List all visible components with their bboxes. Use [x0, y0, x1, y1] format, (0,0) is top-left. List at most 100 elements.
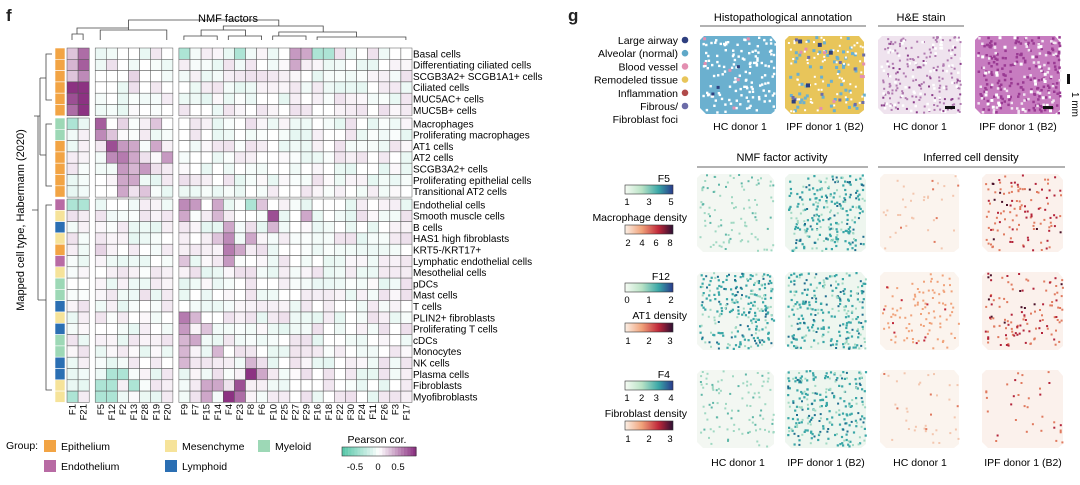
tissue-spot	[739, 341, 742, 344]
tissue-spot	[987, 298, 990, 301]
tissue-spot	[939, 47, 942, 50]
tissue-spot	[725, 185, 727, 188]
tissue-spot	[811, 433, 814, 436]
tissue-spot	[833, 275, 836, 278]
tissue-spot	[718, 392, 721, 395]
tissue-spot	[851, 241, 854, 244]
heatmap-cell	[128, 117, 140, 130]
tissue-spot	[804, 109, 807, 112]
tissue-spot	[848, 241, 851, 244]
heatmap-cell	[200, 129, 213, 141]
tissue-spot	[844, 240, 847, 243]
heatmap-cell	[161, 334, 174, 347]
tissue-spot	[716, 341, 719, 344]
heatmap-cell	[345, 390, 357, 403]
tissue-spot	[939, 84, 942, 87]
factor-colorbar	[624, 282, 674, 293]
tissue-spot	[800, 314, 803, 317]
tissue-spot	[1039, 387, 1041, 390]
heatmap-cell	[267, 162, 280, 175]
heatmap-cell	[223, 151, 235, 164]
tissue-spot	[838, 61, 842, 64]
tissue-spot	[836, 296, 839, 299]
tissue-spot	[999, 96, 1003, 99]
tissue-spot	[833, 396, 836, 399]
tissue-spot	[984, 93, 988, 97]
heatmap-cell	[334, 368, 346, 381]
heatmap-cell	[150, 390, 163, 403]
tissue-spot	[904, 86, 907, 89]
tissue-spot	[791, 96, 795, 99]
heatmap-cell	[245, 345, 257, 358]
tissue-spot	[938, 301, 941, 304]
heatmap-cell	[150, 117, 163, 130]
tissue-spot	[803, 220, 806, 223]
heatmap-cell	[278, 356, 291, 369]
tissue-spot	[795, 405, 799, 408]
tissue-spot	[832, 109, 836, 113]
heatmap-cell	[161, 277, 174, 290]
tissue-spot	[809, 370, 812, 373]
tissue-spot	[936, 36, 939, 39]
heatmap-cell	[311, 356, 324, 369]
tissue-spot	[933, 240, 936, 243]
tissue-spot	[999, 188, 1002, 191]
tissue-spot	[987, 36, 990, 40]
tissue-spot	[1052, 99, 1055, 102]
heatmap-cell	[128, 221, 140, 234]
heatmap-cell	[356, 81, 368, 94]
tissue-spot	[1043, 80, 1047, 83]
heatmap-cell	[77, 59, 90, 71]
tissue-spot	[824, 181, 827, 184]
tissue-spot	[920, 313, 922, 315]
tissue-spot	[1004, 218, 1006, 221]
tissue-spot	[813, 241, 816, 244]
heatmap-cell	[223, 232, 235, 245]
tissue-spot	[796, 414, 798, 416]
heatmap-cell	[211, 379, 224, 392]
tissue-spot	[700, 383, 703, 386]
hc-factor-map	[697, 272, 776, 350]
heatmap-cell	[189, 129, 202, 141]
heatmap-cell	[289, 356, 302, 369]
heatmap-cell	[223, 185, 235, 198]
tissue-spot	[767, 311, 770, 314]
tissue-spot	[1021, 174, 1024, 177]
tissue-spot	[822, 425, 825, 428]
tissue-spot	[740, 182, 743, 185]
tissue-spot	[939, 326, 942, 329]
tissue-spot	[855, 191, 858, 194]
heatmap-cell	[211, 255, 224, 268]
tissue-spot	[761, 343, 764, 346]
tissue-spot	[929, 77, 932, 80]
tissue-spot	[796, 78, 799, 81]
tissue-spot	[823, 55, 826, 58]
tissue-spot	[729, 174, 732, 177]
tissue-spot	[996, 229, 999, 232]
tissue-spot	[850, 335, 854, 338]
row-label: pDCs	[413, 279, 438, 290]
heatmap-cell	[106, 368, 118, 381]
tissue-spot	[1019, 290, 1022, 292]
heatmap-cell	[400, 174, 413, 187]
tissue-spot	[708, 289, 711, 292]
tissue-spot	[854, 216, 857, 219]
tissue-spot	[1038, 52, 1042, 55]
tissue-spot	[892, 313, 895, 316]
tissue-spot	[1027, 41, 1030, 45]
tissue-spot	[750, 81, 753, 84]
heatmap-cell	[322, 289, 335, 301]
tissue-spot	[767, 282, 770, 285]
tissue-spot	[993, 95, 996, 98]
heatmap-cell	[234, 104, 246, 117]
heatmap-cell	[128, 311, 140, 324]
row-label: AT2 cells	[413, 153, 453, 164]
tissue-spot	[793, 272, 796, 275]
tissue-spot	[1045, 196, 1048, 199]
tissue-spot	[950, 57, 953, 60]
tissue-spot	[736, 43, 739, 46]
tissue-spot	[744, 70, 747, 74]
tissue-spot	[907, 428, 910, 430]
heatmap-cell	[77, 289, 90, 301]
tissue-spot	[1001, 97, 1004, 101]
